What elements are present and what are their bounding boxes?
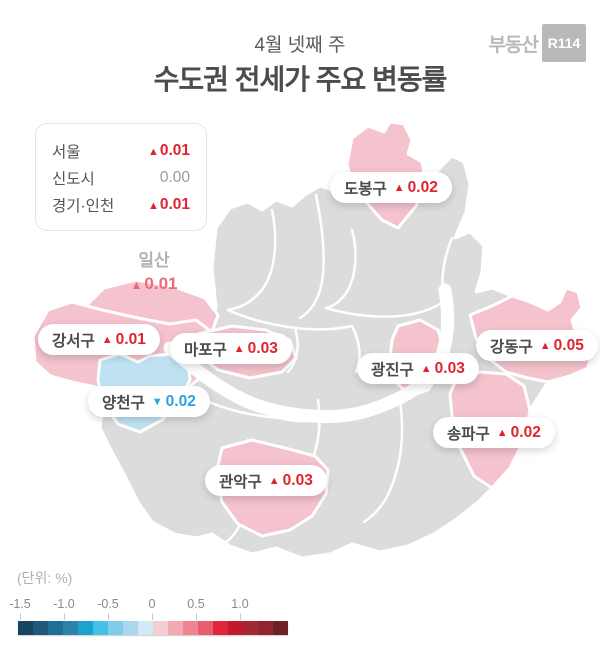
summary-row-seoul: 서울 ▲0.01 xyxy=(52,137,190,164)
han-river xyxy=(163,283,455,424)
district-name: 강서구 xyxy=(52,332,95,350)
district-pill-gangseo: 강서구 ▲ 0.01 xyxy=(38,324,160,355)
week-label: 4월 넷째 주 xyxy=(254,35,346,56)
district-name: 양천구 xyxy=(102,394,145,412)
district-pill-songpa: 송파구 ▲ 0.02 xyxy=(433,417,555,448)
district-value: 0.02 xyxy=(510,423,541,441)
region-value: ▲ 0.01 xyxy=(130,274,178,293)
scale-segment xyxy=(108,621,123,635)
tick-label: 0 xyxy=(148,597,156,611)
scale-segment xyxy=(48,621,63,635)
district-value: 0.03 xyxy=(434,359,465,377)
tick-label: -1.5 xyxy=(9,597,31,611)
summary-value: 0.00 xyxy=(159,168,190,186)
brand-logo-badge: R114 xyxy=(542,24,586,62)
region-label-ilsan: 일산 ▲ 0.01 xyxy=(108,246,200,294)
scale-segment xyxy=(93,621,108,635)
summary-card: 서울 ▲0.01 신도시 0.00 경기·인천 ▲0.01 xyxy=(35,123,207,231)
scale-segment xyxy=(18,621,33,635)
scale-segment xyxy=(213,621,228,635)
up-triangle-icon: ▲ xyxy=(233,342,245,355)
brand-logo-text: 부동산 xyxy=(488,34,539,56)
district-name: 송파구 xyxy=(447,425,490,443)
up-triangle-icon: ▲ xyxy=(101,333,113,346)
scale-segment xyxy=(138,621,153,635)
summary-label: 신도시 xyxy=(52,170,95,188)
scale-segment xyxy=(273,621,288,635)
up-triangle-icon: ▲ xyxy=(130,278,143,292)
up-triangle-icon: ▲ xyxy=(147,145,159,158)
page-title: 수도권 전세가 주요 변동률 xyxy=(153,64,448,95)
district-value: 0.03 xyxy=(247,339,278,357)
up-triangle-icon: ▲ xyxy=(268,474,280,487)
map-base-seoul xyxy=(31,120,594,560)
district-name: 강동구 xyxy=(490,338,533,356)
scale-segment xyxy=(258,621,273,635)
district-value: 0.01 xyxy=(115,330,146,348)
summary-value: ▲0.01 xyxy=(147,195,190,213)
color-scale-bar xyxy=(18,621,288,635)
district-value: 0.02 xyxy=(165,392,196,410)
summary-row-newtown: 신도시 0.00 xyxy=(52,164,190,191)
scale-segment xyxy=(168,621,183,635)
scale-segment xyxy=(78,621,93,635)
district-value: 0.05 xyxy=(553,336,584,354)
district-pill-yangcheon: 양천구 ▼ 0.02 xyxy=(88,386,210,417)
tick-label: 0.5 xyxy=(187,597,205,611)
region-name: 일산 xyxy=(138,251,170,270)
scale-segment xyxy=(183,621,198,635)
summary-row-gyeonggi-incheon: 경기·인천 ▲0.01 xyxy=(52,191,190,218)
district-pill-dobong: 도봉구 ▲ 0.02 xyxy=(330,172,452,203)
summary-value: ▲0.01 xyxy=(147,141,190,159)
up-triangle-icon: ▲ xyxy=(539,339,551,352)
scale-segment xyxy=(198,621,213,635)
up-triangle-icon: ▲ xyxy=(393,181,405,194)
scale-segment xyxy=(243,621,258,635)
unit-label: (단위: %) xyxy=(17,570,73,586)
district-pill-mapo: 마포구 ▲ 0.03 xyxy=(170,333,292,364)
district-pill-gangdong: 강동구 ▲ 0.05 xyxy=(476,330,598,361)
scale-segment xyxy=(63,621,78,635)
scale-segment xyxy=(123,621,138,635)
tick-label: -1.0 xyxy=(53,597,75,611)
district-name: 광진구 xyxy=(371,361,414,379)
district-name: 도봉구 xyxy=(344,180,387,198)
district-name: 관악구 xyxy=(219,473,262,491)
district-name: 마포구 xyxy=(184,341,227,359)
up-triangle-icon: ▲ xyxy=(496,426,508,439)
district-pill-gwangjin: 광진구 ▲ 0.03 xyxy=(357,353,479,384)
scale-segment xyxy=(228,621,243,635)
tick-label: -0.5 xyxy=(97,597,119,611)
district-pill-gwanak: 관악구 ▲ 0.03 xyxy=(205,465,327,496)
scale-segment xyxy=(153,621,168,635)
district-value: 0.03 xyxy=(282,471,313,489)
summary-label: 경기·인천 xyxy=(52,197,115,215)
summary-label: 서울 xyxy=(52,143,81,161)
brand-logo: 부동산 R114 xyxy=(489,24,586,62)
down-triangle-icon: ▼ xyxy=(151,395,163,408)
up-triangle-icon: ▲ xyxy=(420,362,432,375)
up-triangle-icon: ▲ xyxy=(147,199,159,212)
tick-label: 1.0 xyxy=(231,597,249,611)
district-value: 0.02 xyxy=(407,178,438,196)
scale-segment xyxy=(33,621,48,635)
